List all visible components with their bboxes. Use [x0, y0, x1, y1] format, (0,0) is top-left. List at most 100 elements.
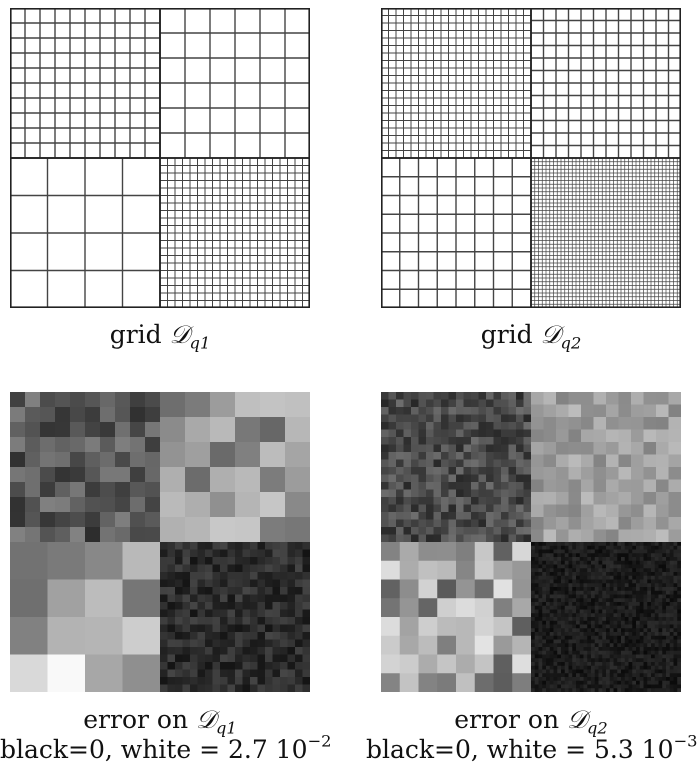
error-cell: [561, 609, 566, 614]
error-cell: [512, 617, 532, 637]
error-cell: [399, 673, 419, 692]
error-cell: [561, 602, 566, 607]
error-cell: [265, 647, 273, 655]
error-cell: [576, 587, 581, 592]
error-cell: [613, 609, 618, 614]
error-cell: [617, 650, 622, 655]
error-cell: [456, 519, 464, 528]
error-cell: [433, 519, 442, 528]
error-cell: [572, 598, 577, 603]
error-cell: [668, 429, 681, 443]
error-cell: [534, 564, 539, 569]
error-cell: [561, 549, 566, 554]
error-cell: [572, 560, 577, 565]
error-cell: [145, 497, 161, 513]
grid-q1-caption-prefix: grid: [109, 320, 170, 349]
error-cell: [235, 602, 243, 610]
error-cell: [260, 442, 286, 468]
error-cell: [553, 635, 558, 640]
error-cell: [235, 549, 243, 558]
error-cell: [613, 602, 618, 607]
error-cell: [260, 392, 286, 418]
error-cell: [598, 575, 603, 580]
error-cell: [557, 553, 562, 558]
error-cell: [501, 527, 509, 535]
error-cell: [426, 527, 434, 535]
error-cell: [628, 684, 633, 689]
error-cell: [669, 575, 674, 580]
error-cell: [441, 519, 449, 528]
grid-q2-caption-prefix: grid: [480, 320, 541, 349]
error-cell: [639, 688, 644, 692]
error-cell: [572, 677, 577, 682]
error-cell: [546, 590, 551, 595]
error-cell: [572, 632, 577, 637]
error-cell: [265, 602, 273, 610]
error-cell: [493, 482, 502, 490]
error-cell: [546, 598, 551, 603]
error-cell: [654, 632, 659, 637]
error-cell: [160, 517, 186, 543]
error-q1-scale-exponent: −2: [307, 731, 332, 751]
error-cell: [265, 542, 273, 550]
error-cell: [628, 654, 633, 659]
error-cell: [531, 594, 536, 599]
error-cell: [624, 665, 629, 670]
error-cell: [617, 579, 622, 584]
error-cell: [628, 617, 633, 622]
error-cell: [531, 688, 536, 692]
error-cell: [602, 594, 607, 599]
error-cell: [668, 454, 681, 468]
error-cell: [40, 437, 56, 453]
error-cell: [568, 492, 582, 505]
error-cell: [212, 587, 221, 595]
error-cell: [538, 549, 543, 554]
error-cell: [235, 617, 243, 625]
error-cell: [122, 654, 161, 692]
error-cell: [628, 647, 633, 652]
error-cell: [302, 542, 310, 550]
error-cell: [523, 459, 532, 468]
error-cell: [581, 442, 594, 455]
error-cell: [257, 602, 266, 610]
error-cell: [280, 572, 288, 580]
error-cell: [212, 632, 221, 640]
error-cell: [591, 545, 596, 550]
error-cell: [257, 677, 266, 685]
error-cell: [302, 579, 310, 588]
error-cell: [418, 512, 427, 520]
error-cell: [235, 594, 243, 603]
error-cell: [388, 512, 397, 520]
error-cell: [656, 504, 669, 518]
error-cell: [591, 594, 596, 599]
error-cell: [636, 605, 641, 610]
error-cell: [543, 467, 557, 480]
error-cell: [613, 650, 618, 655]
error-cell: [403, 489, 412, 498]
error-cell: [572, 684, 577, 689]
error-cell: [493, 512, 502, 520]
error-cell: [531, 605, 536, 610]
error-cell: [656, 517, 669, 530]
error-cell: [534, 628, 539, 633]
error-cell: [167, 602, 176, 610]
error-cell: [523, 474, 532, 483]
error-cell: [583, 677, 588, 682]
error-cell: [501, 497, 509, 505]
error-cell: [673, 572, 678, 577]
error-cell: [606, 658, 611, 663]
error-cell: [613, 635, 618, 640]
error-cell: [643, 560, 648, 565]
error-cell: [621, 673, 626, 678]
error-cell: [593, 479, 607, 493]
error-cell: [564, 579, 569, 584]
error-cell: [175, 587, 183, 595]
error-cell: [669, 609, 674, 614]
error-cell: [25, 437, 41, 453]
error-cell: [553, 662, 558, 667]
error-cell: [662, 542, 667, 547]
error-cell: [272, 632, 281, 640]
error-cell: [197, 624, 206, 633]
error-cell: [606, 647, 611, 652]
error-cell: [285, 417, 310, 443]
